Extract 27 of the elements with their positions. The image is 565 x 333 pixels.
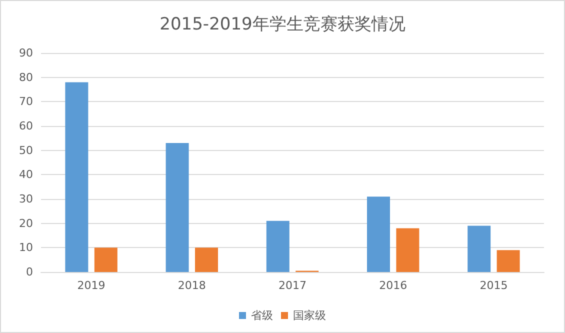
x-tick-label: 2016 (379, 279, 408, 292)
x-tick-label: 2018 (178, 279, 206, 292)
y-tick-label: 20 (19, 216, 33, 230)
y-tick-label: 60 (19, 120, 33, 132)
x-tick-label: 2015 (480, 279, 508, 292)
x-tick-label: 2017 (278, 279, 306, 292)
bar (496, 250, 520, 272)
bar (468, 226, 491, 272)
bar (166, 143, 189, 272)
y-tick-label: 40 (19, 168, 33, 182)
y-tick-label: 0 (26, 266, 33, 278)
legend-label: 省级 (251, 309, 273, 322)
bar (65, 82, 88, 272)
chart-title: 2015-2019年学生竞赛获奖情况 (160, 14, 406, 34)
bar (266, 220, 290, 272)
y-tick-label: 80 (19, 70, 33, 84)
y-tick-label: 90 (19, 46, 33, 60)
bar (195, 248, 218, 272)
bar (366, 196, 390, 272)
x-tick-label: 2019 (77, 279, 106, 292)
bar (396, 228, 420, 272)
legend-label: 国家级 (293, 309, 326, 322)
y-tick-label: 10 (19, 241, 33, 254)
y-tick-label: 70 (19, 95, 33, 108)
y-tick-label: 30 (19, 192, 33, 206)
y-tick-label: 50 (19, 144, 33, 157)
bar (94, 248, 118, 272)
